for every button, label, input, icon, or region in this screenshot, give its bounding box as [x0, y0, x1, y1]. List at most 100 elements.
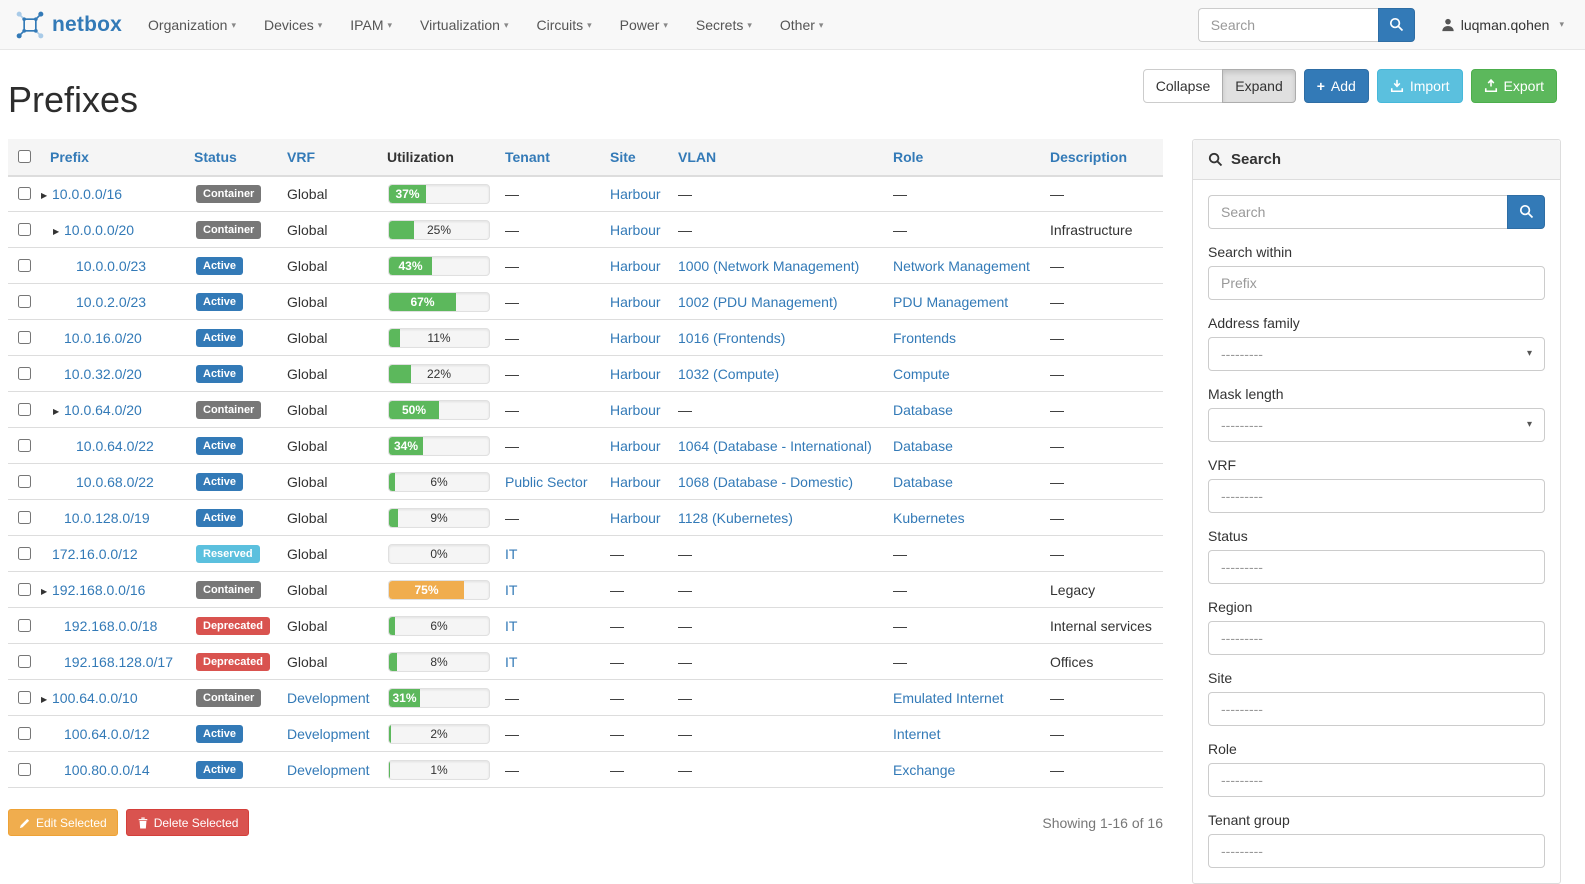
prefix-link[interactable]: 192.168.128.0/17 — [64, 653, 173, 670]
vlan-link[interactable]: 1032 (Compute) — [678, 365, 780, 382]
prefix-link[interactable]: 10.0.68.0/22 — [76, 473, 154, 490]
prefix-link[interactable]: 172.16.0.0/12 — [52, 545, 138, 562]
vrf-link[interactable]: Development — [287, 689, 370, 706]
site-link[interactable]: Harbour — [610, 293, 661, 310]
collapse-button[interactable]: Collapse — [1142, 69, 1224, 103]
nav-link-virtualization[interactable]: Virtualization ▾ — [406, 2, 522, 48]
vlan-link[interactable]: 1002 (PDU Management) — [678, 293, 838, 310]
site-link[interactable]: Harbour — [610, 185, 661, 202]
sidebar-search-button[interactable] — [1507, 194, 1545, 229]
vlan-link[interactable]: 1016 (Frontends) — [678, 329, 786, 346]
role-link[interactable]: Database — [893, 401, 953, 418]
prefix-link[interactable]: 100.80.0.0/14 — [64, 761, 150, 778]
prefix-link[interactable]: 100.64.0.0/10 — [52, 689, 138, 706]
prefix-link[interactable]: 192.168.0.0/16 — [52, 581, 146, 598]
brand[interactable]: netbox — [15, 10, 122, 40]
filter-select-mask-length[interactable]: --------- ▾ — [1208, 407, 1545, 442]
expand-button[interactable]: Expand — [1222, 69, 1296, 103]
vlan-link[interactable]: 1064 (Database - International) — [678, 437, 872, 454]
tenant-link[interactable]: IT — [505, 581, 518, 598]
vlan-link[interactable]: 1128 (Kubernetes) — [678, 509, 793, 526]
prefix-link[interactable]: 10.0.16.0/20 — [64, 329, 142, 346]
row-checkbox[interactable] — [18, 763, 31, 777]
row-checkbox[interactable] — [18, 403, 31, 417]
prefix-link[interactable]: 192.168.0.0/18 — [64, 617, 158, 634]
row-checkbox[interactable] — [18, 583, 31, 597]
row-checkbox[interactable] — [18, 259, 31, 273]
site-link[interactable]: Harbour — [610, 221, 661, 238]
site-link[interactable]: Harbour — [610, 437, 661, 454]
add-button[interactable]: + Add — [1303, 69, 1369, 103]
column-header-description[interactable]: Description — [1050, 138, 1163, 177]
prefix-link[interactable]: 10.0.64.0/20 — [64, 401, 142, 418]
row-checkbox[interactable] — [18, 691, 31, 705]
prefix-link[interactable]: 10.0.0.0/23 — [76, 257, 147, 274]
role-link[interactable]: Database — [893, 437, 953, 454]
row-checkbox[interactable] — [18, 439, 31, 453]
prefix-link[interactable]: 10.0.32.0/20 — [64, 365, 142, 382]
site-link[interactable]: Harbour — [610, 509, 661, 526]
role-link[interactable]: Emulated Internet — [893, 689, 1004, 706]
tenant-link[interactable]: Public Sector — [505, 473, 588, 490]
row-checkbox[interactable] — [18, 223, 31, 237]
export-button[interactable]: Export — [1470, 69, 1557, 103]
site-link[interactable]: Harbour — [610, 473, 661, 490]
row-checkbox[interactable] — [18, 295, 31, 309]
filter-select-site[interactable]: --------- — [1208, 691, 1545, 726]
filter-select-vrf[interactable]: --------- — [1208, 478, 1545, 513]
tenant-link[interactable]: IT — [505, 617, 518, 634]
role-link[interactable]: Internet — [893, 725, 941, 742]
delete-selected-button[interactable]: Delete Selected — [125, 809, 250, 837]
row-checkbox[interactable] — [18, 511, 31, 525]
column-header-prefix[interactable]: Prefix — [41, 138, 194, 177]
role-link[interactable]: PDU Management — [893, 293, 1009, 310]
row-checkbox[interactable] — [18, 619, 31, 633]
column-header-tenant[interactable]: Tenant — [505, 138, 610, 177]
site-link[interactable]: Harbour — [610, 365, 661, 382]
filter-select-role[interactable]: --------- — [1208, 762, 1545, 797]
row-checkbox[interactable] — [18, 367, 31, 381]
column-header-status[interactable]: Status — [194, 138, 287, 177]
row-checkbox[interactable] — [18, 475, 31, 489]
nav-link-power[interactable]: Power ▾ — [606, 2, 682, 48]
row-checkbox[interactable] — [18, 655, 31, 669]
column-header-site[interactable]: Site — [610, 138, 678, 177]
vrf-link[interactable]: Development — [287, 725, 370, 742]
role-link[interactable]: Kubernetes — [893, 509, 965, 526]
column-header-vlan[interactable]: VLAN — [678, 138, 893, 177]
prefix-link[interactable]: 10.0.128.0/19 — [64, 509, 150, 526]
site-link[interactable]: Harbour — [610, 401, 661, 418]
site-link[interactable]: Harbour — [610, 257, 661, 274]
site-link[interactable]: Harbour — [610, 329, 661, 346]
user-menu[interactable]: luqman.qohen ▾ — [1441, 17, 1564, 33]
prefix-link[interactable]: 10.0.2.0/23 — [76, 293, 147, 310]
select-all-checkbox[interactable] — [18, 150, 31, 164]
filter-select-region[interactable]: --------- — [1208, 620, 1545, 655]
nav-link-ipam[interactable]: IPAM ▾ — [336, 2, 406, 48]
vlan-link[interactable]: 1000 (Network Management) — [678, 257, 860, 274]
nav-link-other[interactable]: Other ▾ — [766, 2, 838, 48]
tenant-link[interactable]: IT — [505, 545, 518, 562]
navbar-search-button[interactable] — [1377, 7, 1415, 42]
prefix-link[interactable]: 100.64.0.0/12 — [64, 725, 150, 742]
row-checkbox[interactable] — [18, 727, 31, 741]
filter-select-address-family[interactable]: --------- ▾ — [1208, 336, 1545, 371]
nav-link-circuits[interactable]: Circuits ▾ — [522, 2, 605, 48]
vrf-link[interactable]: Development — [287, 761, 370, 778]
role-link[interactable]: Frontends — [893, 329, 957, 346]
edit-selected-button[interactable]: Edit Selected — [8, 809, 118, 837]
nav-link-organization[interactable]: Organization ▾ — [134, 2, 250, 48]
column-header-role[interactable]: Role — [893, 138, 1050, 177]
prefix-link[interactable]: 10.0.0.0/20 — [64, 221, 135, 238]
vlan-link[interactable]: 1068 (Database - Domestic) — [678, 473, 854, 490]
role-link[interactable]: Exchange — [893, 761, 956, 778]
prefix-link[interactable]: 10.0.0.0/16 — [52, 185, 123, 202]
prefix-link[interactable]: 10.0.64.0/22 — [76, 437, 154, 454]
column-header-vrf[interactable]: VRF — [287, 138, 387, 177]
tenant-link[interactable]: IT — [505, 653, 518, 670]
row-checkbox[interactable] — [18, 547, 31, 561]
nav-link-secrets[interactable]: Secrets ▾ — [682, 2, 766, 48]
role-link[interactable]: Network Management — [893, 257, 1030, 274]
sidebar-search-input[interactable] — [1208, 194, 1507, 229]
row-checkbox[interactable] — [18, 331, 31, 345]
